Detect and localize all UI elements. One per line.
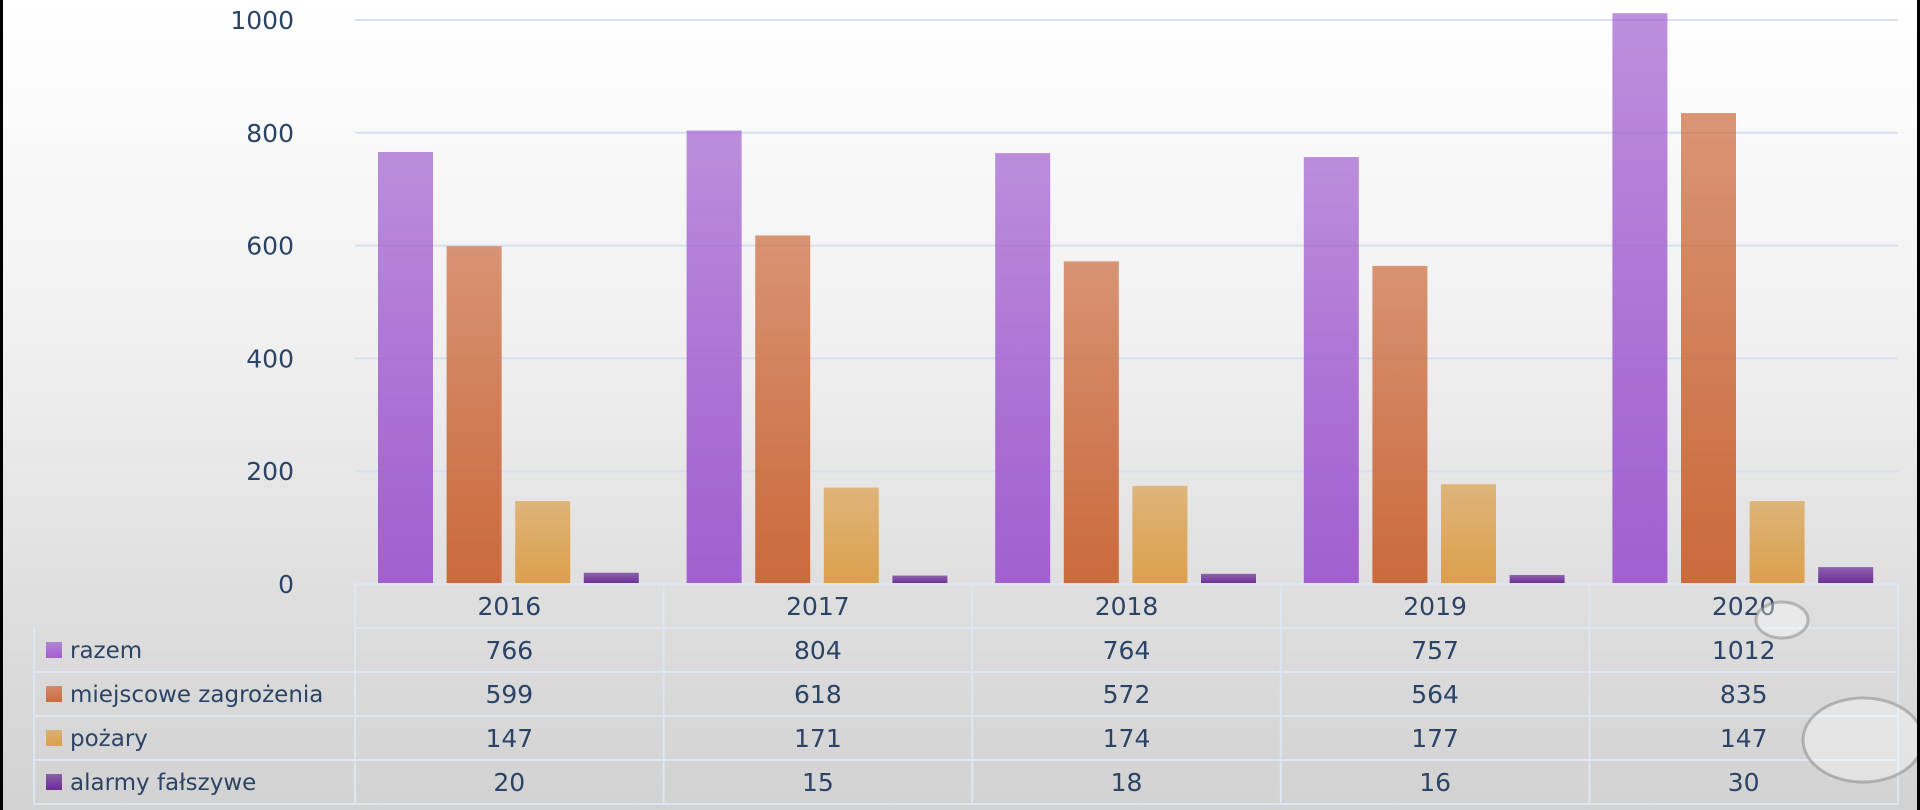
bar-razem-2019 <box>1303 157 1359 584</box>
data-table-cell: 766 <box>485 636 533 665</box>
bar-alarmy-fałszywe-2016 <box>583 572 639 584</box>
y-tick-label: 200 <box>246 457 294 486</box>
bar-razem-2018 <box>995 153 1051 584</box>
bar-alarmy-fałszywe-2019 <box>1509 574 1565 584</box>
data-table-cell: 757 <box>1411 636 1459 665</box>
x-category-label: 2017 <box>786 592 850 621</box>
data-table-cell: 20 <box>493 768 525 797</box>
bar-razem-2016 <box>378 151 433 584</box>
legend-swatch <box>46 774 62 790</box>
water-droplet-decoration <box>1754 600 1810 640</box>
x-category-label: 2016 <box>477 592 541 621</box>
data-table-cell: 171 <box>794 724 842 753</box>
bar-alarmy-fałszywe-2018 <box>1201 573 1256 584</box>
y-tick-label: 0 <box>278 570 294 599</box>
y-tick-label: 1000 <box>230 6 294 35</box>
bar-pożary-2016 <box>515 501 571 584</box>
legend-label: pożary <box>70 726 148 752</box>
y-tick-label: 600 <box>246 232 294 261</box>
data-table-cell: 16 <box>1419 768 1451 797</box>
legend-swatch <box>46 730 62 746</box>
bar-miejscowe-zagrożenia-2019 <box>1372 265 1428 584</box>
bar-pożary-2019 <box>1441 484 1496 584</box>
legend-label: razem <box>70 638 142 664</box>
bar-pożary-2018 <box>1132 485 1188 584</box>
data-table-cell: 18 <box>1111 768 1143 797</box>
y-tick-label: 400 <box>246 344 294 373</box>
data-table-cell: 835 <box>1720 680 1768 709</box>
x-category-label: 2018 <box>1095 592 1159 621</box>
x-category-label: 2020 <box>1712 592 1776 621</box>
bar-miejscowe-zagrożenia-2020 <box>1681 113 1736 584</box>
bar-miejscowe-zagrożenia-2016 <box>446 246 502 584</box>
chart-slide: 0 200 400 600 800 1000 2016 2017 2018 2019 2020 raz… <box>3 0 1917 810</box>
bar-pożary-2017 <box>823 487 879 584</box>
legend-swatch <box>46 686 62 702</box>
bar-miejscowe-zagrożenia-2018 <box>1063 261 1119 584</box>
bar-razem-2020 <box>1612 13 1668 585</box>
bar-pożary-2020 <box>1749 501 1805 584</box>
data-table-cell: 572 <box>1103 680 1151 709</box>
bar-razem-2017 <box>686 130 742 584</box>
data-table-cell: 174 <box>1103 724 1151 753</box>
x-category-label: 2019 <box>1403 592 1467 621</box>
data-table-cell: 147 <box>485 724 533 753</box>
legend-label: miejscowe zagrożenia <box>70 682 323 708</box>
data-table-cell: 804 <box>794 636 842 665</box>
legend-swatch <box>46 642 62 658</box>
data-table-cell: 147 <box>1720 724 1768 753</box>
legend-label: alarmy fałszywe <box>70 770 256 796</box>
bar-alarmy-fałszywe-2017 <box>892 575 948 584</box>
data-table-cell: 618 <box>794 680 842 709</box>
data-table-cell: 15 <box>802 768 834 797</box>
data-table-cell: 764 <box>1103 636 1151 665</box>
data-table-cell: 599 <box>485 680 533 709</box>
water-droplet-decoration <box>1801 696 1917 784</box>
bar-alarmy-fałszywe-2020 <box>1818 567 1874 584</box>
data-table-cell: 564 <box>1411 680 1459 709</box>
data-table-cell: 30 <box>1728 768 1760 797</box>
data-table-cell: 177 <box>1411 724 1459 753</box>
bar-miejscowe-zagrożenia-2017 <box>755 235 811 584</box>
y-tick-label: 800 <box>246 119 294 148</box>
data-table-cell: 1012 <box>1712 636 1776 665</box>
